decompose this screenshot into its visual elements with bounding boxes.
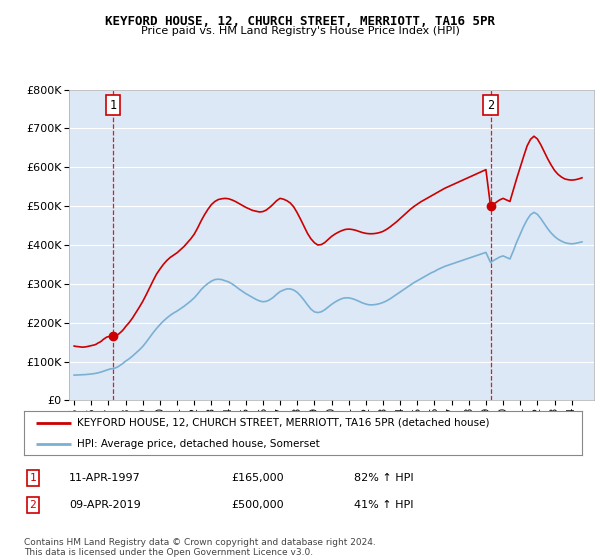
Text: 09-APR-2019: 09-APR-2019: [69, 500, 141, 510]
Text: HPI: Average price, detached house, Somerset: HPI: Average price, detached house, Some…: [77, 439, 320, 449]
Text: KEYFORD HOUSE, 12, CHURCH STREET, MERRIOTT, TA16 5PR (detached house): KEYFORD HOUSE, 12, CHURCH STREET, MERRIO…: [77, 418, 490, 428]
Text: 11-APR-1997: 11-APR-1997: [69, 473, 141, 483]
Text: KEYFORD HOUSE, 12, CHURCH STREET, MERRIOTT, TA16 5PR: KEYFORD HOUSE, 12, CHURCH STREET, MERRIO…: [105, 15, 495, 27]
Text: £500,000: £500,000: [231, 500, 284, 510]
Text: 1: 1: [110, 99, 117, 111]
Text: 41% ↑ HPI: 41% ↑ HPI: [354, 500, 413, 510]
Text: 82% ↑ HPI: 82% ↑ HPI: [354, 473, 413, 483]
Text: Price paid vs. HM Land Registry's House Price Index (HPI): Price paid vs. HM Land Registry's House …: [140, 26, 460, 36]
Text: Contains HM Land Registry data © Crown copyright and database right 2024.
This d: Contains HM Land Registry data © Crown c…: [24, 538, 376, 557]
Text: £165,000: £165,000: [231, 473, 284, 483]
Text: 2: 2: [29, 500, 37, 510]
Text: 1: 1: [29, 473, 37, 483]
Text: 2: 2: [487, 99, 494, 111]
